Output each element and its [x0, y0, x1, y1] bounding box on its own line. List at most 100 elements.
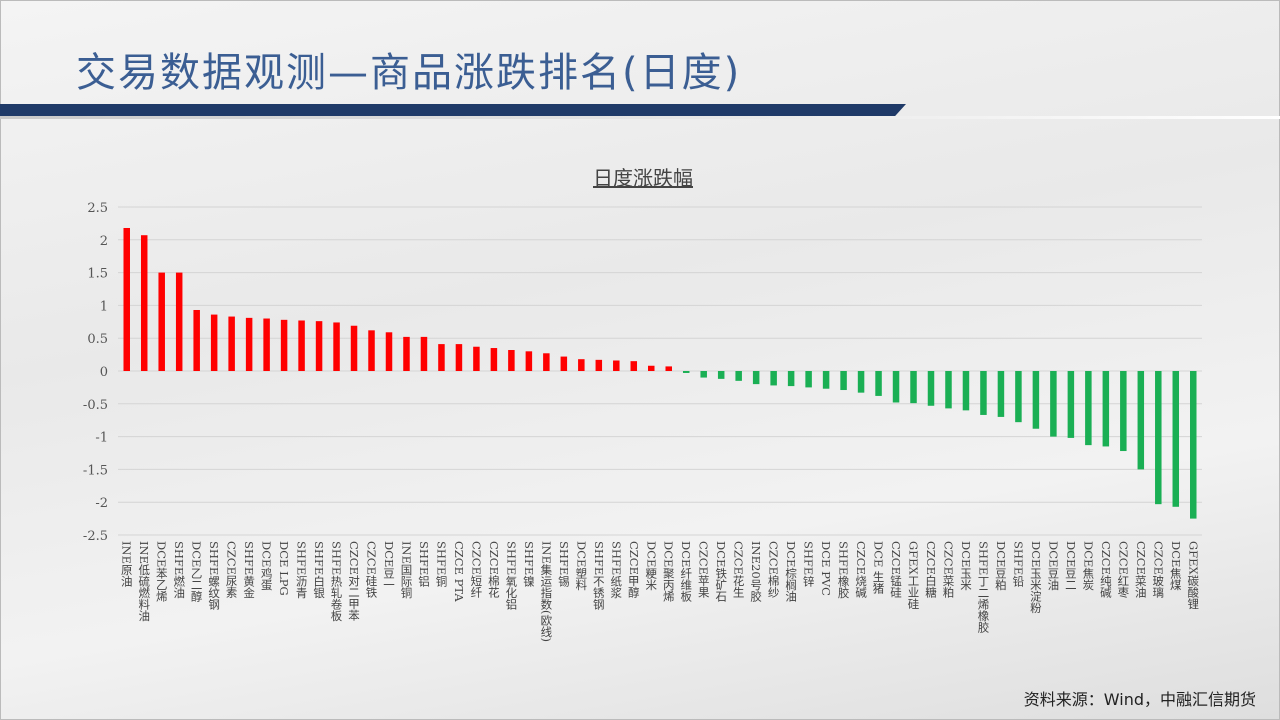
- x-tick-label: DCE鸡蛋: [259, 541, 274, 591]
- bar: [595, 359, 603, 371]
- x-tick-label: CZCE棉纱: [766, 541, 781, 598]
- bar: [735, 371, 742, 381]
- x-tick-label: DCE苯乙烯: [154, 541, 169, 602]
- x-tick-label: SHFE铜: [434, 541, 449, 587]
- bar: [560, 356, 568, 371]
- y-tick-label: -2.5: [83, 529, 108, 544]
- x-tick-label: INE集运指数(欧线): [539, 541, 554, 642]
- bar: [875, 371, 882, 396]
- bar: [1190, 371, 1197, 519]
- x-tick-label: INE低硫燃料油: [137, 541, 152, 622]
- x-tick-label: CZCE红枣: [1116, 541, 1131, 598]
- x-tick-label: SHFE铝: [416, 541, 431, 587]
- header-underline: [0, 116, 1280, 119]
- bar: [840, 371, 847, 391]
- bar: [822, 371, 830, 389]
- page-title: 交易数据观测—商品涨跌排名(日度): [76, 50, 742, 96]
- bar: [490, 348, 498, 371]
- x-tick-label: SHFE铅: [1011, 541, 1026, 587]
- bar: [1015, 371, 1022, 423]
- y-tick-label: 0.5: [87, 332, 108, 347]
- bar: [752, 371, 760, 385]
- bar: [228, 316, 235, 371]
- x-tick-label: SHFE橡胶: [836, 541, 851, 599]
- bar: [420, 336, 428, 371]
- bar: [543, 353, 550, 371]
- x-tick-label: CZCE玻璃: [1151, 541, 1166, 598]
- bar: [945, 371, 952, 409]
- bar: [910, 371, 917, 404]
- bar: [980, 371, 987, 415]
- bar: [438, 344, 445, 371]
- bar: [578, 359, 585, 371]
- x-tick-label: SHFE锌: [801, 541, 816, 587]
- bar: [158, 272, 165, 371]
- x-tick-label: DCE纤维板: [679, 541, 694, 602]
- source-note: 资料来源：Wind，中融汇信期货: [1023, 690, 1256, 709]
- x-tick-label: DCE焦炭: [1081, 541, 1096, 591]
- x-tick-label: CZCE白糖: [924, 541, 938, 598]
- bar: [298, 320, 305, 371]
- bar: [1102, 371, 1110, 447]
- x-tick-label: CZCE对二甲苯: [347, 541, 362, 621]
- bar: [700, 371, 707, 378]
- bar: [997, 371, 1005, 417]
- x-tick-label: DCE聚丙烯: [661, 541, 676, 602]
- bar: [787, 371, 795, 387]
- x-tick-label: CZCE菜油: [1133, 541, 1148, 598]
- bar: [175, 272, 183, 371]
- x-tick-label: INE20号胶: [749, 541, 764, 602]
- x-tick-label: DCE PVC: [819, 541, 834, 596]
- bar: [455, 344, 463, 371]
- bar: [1067, 371, 1075, 438]
- x-tick-label: GFEX工业硅: [906, 541, 921, 610]
- bar: [140, 235, 148, 371]
- bar: [1085, 371, 1092, 446]
- x-tick-label: SHFE纸浆: [609, 541, 624, 599]
- x-tick-label: GFEX碳酸锂: [1186, 541, 1201, 610]
- bar: [508, 350, 515, 371]
- chart-title-wrap: 日度涨跌幅: [0, 162, 1280, 191]
- x-tick-label: SHFE黄金: [242, 541, 257, 599]
- x-tick-label: CZCE甲醇: [626, 541, 641, 598]
- x-tick-label: SHFE镍: [521, 541, 536, 587]
- bar: [648, 365, 655, 371]
- bar: [665, 366, 672, 371]
- bar: [962, 371, 970, 411]
- bar: [280, 319, 288, 371]
- x-tick-label: DCE豆一: [382, 541, 396, 591]
- x-tick-label: CZCE苹果: [696, 541, 711, 598]
- bar: [403, 336, 410, 371]
- x-tick-label: DCE LPG: [277, 541, 292, 596]
- bar: [1120, 371, 1127, 452]
- x-tick-label: DCE塑料: [574, 541, 589, 591]
- x-tick-label: DCE棕榈油: [784, 541, 799, 602]
- bar: [385, 332, 393, 371]
- x-tick-label: SHFE氧化铝: [504, 541, 519, 610]
- x-tick-label: CZCE尿素: [224, 541, 239, 598]
- chart-title: 日度涨跌幅: [593, 166, 693, 190]
- y-tick-label: 0: [100, 365, 108, 380]
- x-tick-label: CZCE花生: [731, 541, 746, 598]
- bar: [1137, 371, 1145, 470]
- x-tick-label: CZCE烧碱: [854, 541, 869, 598]
- bar: [613, 360, 620, 371]
- x-tick-label: DCE玉米: [958, 541, 973, 591]
- x-tick-label: SHFE燃油: [172, 541, 187, 599]
- bar: [1032, 371, 1040, 429]
- bar: [770, 371, 777, 386]
- x-tick-label: SHFE不锈钢: [591, 541, 606, 610]
- bar: [368, 330, 375, 371]
- x-tick-label: DCE焦煤: [1168, 541, 1183, 591]
- bar: [1155, 371, 1162, 505]
- y-tick-label: -2: [95, 496, 108, 511]
- x-tick-label: CZCE纯碱: [1098, 541, 1113, 598]
- y-tick-label: -1.5: [83, 463, 108, 478]
- bar: [857, 371, 865, 393]
- x-tick-label: DCE豆粕: [993, 541, 1008, 591]
- bar: [805, 371, 812, 388]
- bar: [193, 309, 200, 371]
- bar: [333, 322, 340, 371]
- y-tick-label: 2.5: [87, 201, 108, 216]
